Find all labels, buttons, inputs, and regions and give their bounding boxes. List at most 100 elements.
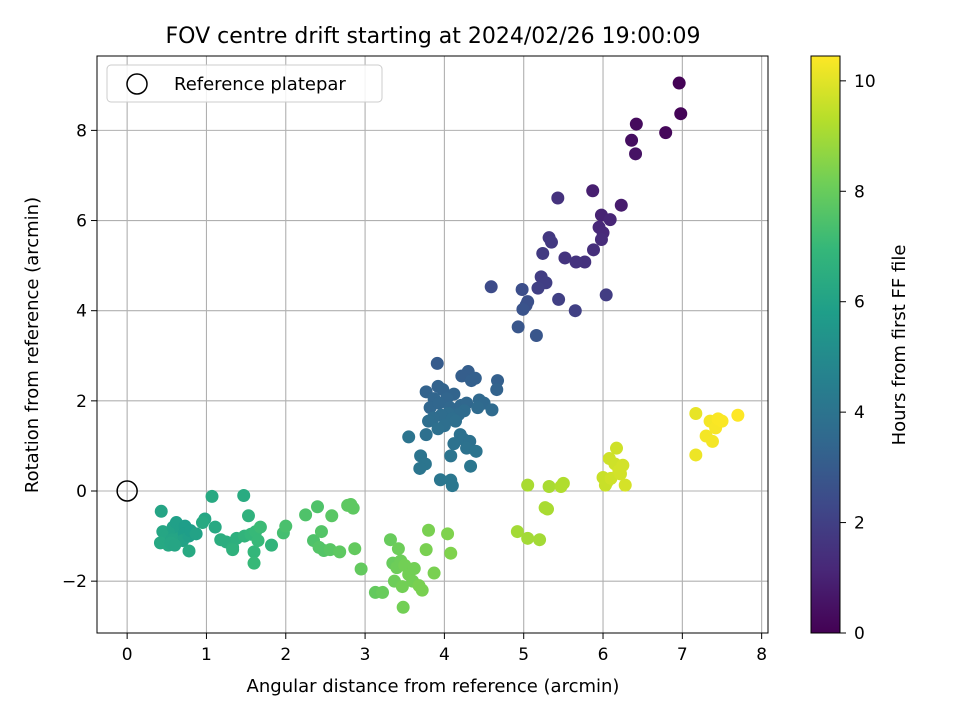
data-point [247, 556, 261, 570]
data-point [531, 281, 545, 295]
data-point [226, 543, 240, 557]
reference-platepar-marker [116, 480, 138, 502]
data-point [521, 478, 535, 492]
data-point [618, 478, 632, 492]
data-point [556, 476, 570, 490]
x-tick-label: 4 [439, 645, 450, 665]
data-point [314, 525, 328, 539]
colorbar-tick-label: 10 [854, 72, 876, 92]
data-point [395, 580, 409, 594]
x-axis-label: Angular distance from reference (arcmin) [247, 676, 620, 697]
legend-marker-circle [126, 73, 148, 95]
data-point [445, 479, 459, 493]
x-tick-label: 7 [677, 645, 688, 665]
data-point [533, 533, 547, 547]
data-point [264, 538, 278, 552]
data-point [468, 371, 482, 385]
data-point [674, 107, 688, 121]
data-point [396, 600, 410, 614]
data-point [346, 501, 360, 515]
data-point [419, 428, 433, 442]
data-point [407, 562, 421, 576]
y-tick-label: −2 [62, 572, 87, 592]
chart-title: FOV centre drift starting at 2024/02/26 … [166, 24, 701, 49]
data-point [310, 500, 324, 514]
data-point [568, 304, 582, 318]
data-point [383, 533, 397, 547]
legend: Reference platepar [106, 64, 383, 103]
data-point [541, 502, 555, 516]
data-point [599, 288, 613, 302]
data-point [594, 232, 608, 246]
data-point [471, 401, 485, 415]
data-point [154, 504, 168, 518]
data-point [182, 544, 196, 558]
data-point [195, 516, 209, 530]
data-point [616, 458, 630, 472]
data-point [731, 408, 745, 422]
y-axis-label: Rotation from reference (arcmin) [22, 197, 43, 493]
data-point [586, 184, 600, 198]
data-point [253, 520, 267, 534]
data-point [629, 117, 643, 131]
data-point [659, 126, 673, 140]
data-point [689, 448, 703, 462]
data-point [529, 328, 543, 342]
data-point [419, 543, 433, 557]
data-point [333, 545, 347, 559]
data-point [348, 542, 362, 556]
data-point [516, 302, 530, 316]
y-tick-label: 0 [76, 482, 87, 502]
data-point [542, 479, 556, 493]
colorbar-tick-label: 8 [854, 182, 865, 202]
data-point [391, 542, 405, 556]
colorbar: Hours from first FF file 0 2 4 6 8 10 [810, 55, 910, 644]
x-tick-label: 0 [122, 645, 133, 665]
data-point [444, 546, 458, 560]
data-point [422, 414, 436, 428]
y-tick-label: 2 [76, 392, 87, 412]
data-point [402, 430, 416, 444]
data-point [469, 444, 483, 458]
y-tick-label: 4 [76, 302, 87, 322]
y-tick-label: 6 [76, 212, 87, 232]
data-point [433, 473, 447, 487]
data-point [490, 383, 504, 397]
data-point [279, 519, 293, 533]
data-point [510, 525, 524, 539]
data-point [441, 527, 455, 541]
data-point [415, 583, 429, 597]
data-point [413, 461, 427, 475]
data-point [427, 566, 441, 580]
data-point [625, 133, 639, 147]
data-point [325, 509, 339, 523]
data-point [515, 283, 529, 297]
y-tick-label: 8 [76, 121, 87, 141]
data-point [521, 531, 535, 545]
data-point [241, 509, 255, 523]
data-point [629, 147, 643, 161]
data-point [247, 545, 261, 559]
axes-frame [96, 55, 769, 634]
data-point [422, 523, 436, 537]
colorbar-tick-label: 6 [854, 293, 865, 313]
data-point [431, 422, 445, 436]
data-point [449, 414, 463, 428]
data-point [205, 489, 219, 503]
data-point [603, 213, 617, 227]
legend-label: Reference platepar [174, 74, 346, 95]
data-point [251, 534, 265, 548]
data-point [189, 527, 203, 541]
data-point [464, 459, 478, 473]
data-point [511, 320, 525, 334]
legend-box [106, 64, 383, 103]
colorbar-tick-label: 0 [854, 624, 865, 644]
data-point [299, 508, 313, 522]
colorbar-tick-label: 4 [854, 403, 865, 423]
data-point [237, 489, 251, 503]
data-point [544, 235, 558, 249]
data-point [354, 562, 368, 576]
data-point [447, 437, 461, 451]
data-point [610, 441, 624, 455]
